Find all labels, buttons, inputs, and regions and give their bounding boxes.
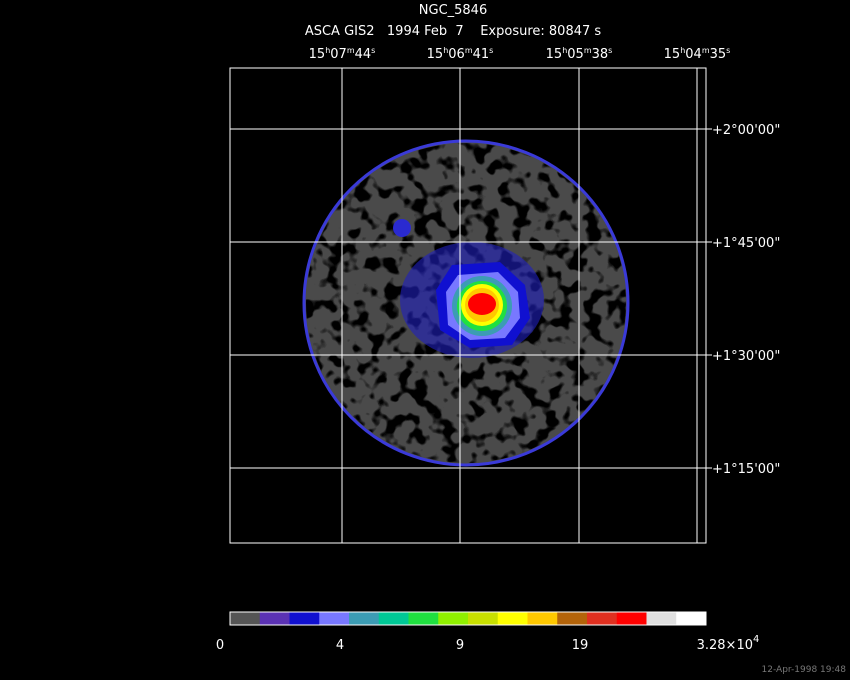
colorbar-swatch <box>408 612 439 625</box>
dec-label: +2°00'00" <box>712 123 780 138</box>
dec-label: +1°30'00" <box>712 349 780 364</box>
footer: 12-Apr-1998 19:48 <box>762 665 847 675</box>
colorbar-swatch <box>616 612 647 625</box>
ra-label: 15h06m41s <box>427 46 494 62</box>
number: 15 <box>427 47 444 62</box>
number: 4 <box>336 638 344 653</box>
subtitle: ASCA GIS2 1994 Feb 7 Exposure: 80847 s <box>305 24 602 39</box>
colorbar-frame <box>229 611 707 626</box>
colorbar-swatch <box>646 612 677 625</box>
colorbar-swatch <box>676 612 707 625</box>
number: 15 <box>546 47 563 62</box>
unit: h <box>443 46 448 55</box>
colorbar-label: 19 <box>572 638 589 653</box>
unit: m <box>347 46 355 55</box>
number: 19 <box>572 638 589 653</box>
unit: s <box>489 46 493 55</box>
colorbar-swatch <box>497 612 528 625</box>
unit: m <box>584 46 592 55</box>
colorbar-swatch <box>557 612 588 625</box>
colorbar-swatch <box>468 612 499 625</box>
unit: s <box>726 46 730 55</box>
number: 41 <box>473 47 490 62</box>
title: NGC_5846 <box>419 3 487 18</box>
core <box>468 293 496 315</box>
colorbar-swatch <box>527 612 558 625</box>
exponent: 4 <box>753 634 759 645</box>
colorbar-label: 4 <box>336 638 344 653</box>
number: 0 <box>216 638 224 653</box>
dec-label: +1°45'00" <box>712 236 780 251</box>
dec-label: +1°15'00" <box>712 462 780 477</box>
number: 05 <box>567 47 584 62</box>
unit: h <box>680 46 685 55</box>
colorbar-swatch <box>230 612 261 625</box>
number: 44 <box>355 47 372 62</box>
unit: m <box>702 46 710 55</box>
unit: m <box>465 46 473 55</box>
frame <box>229 67 707 544</box>
colorbar-label: 0 <box>216 638 224 653</box>
colorbar-swatch <box>319 612 350 625</box>
colorbar-swatch <box>587 612 618 625</box>
unit: h <box>562 46 567 55</box>
colorbar-swatch <box>349 612 380 625</box>
number: 04 <box>685 47 702 62</box>
colorbar-swatch <box>378 612 409 625</box>
colorbar-label: 9 <box>456 638 464 653</box>
colorbar-swatch <box>438 612 469 625</box>
number: 15 <box>664 47 681 62</box>
number: 38 <box>592 47 609 62</box>
colorbar-swatch <box>289 612 320 625</box>
ra-label: 15h04m35s <box>664 46 731 62</box>
source-blob <box>393 219 411 237</box>
colorbar: 0 4 9 19 3.28×104 <box>216 611 760 653</box>
number: 9 <box>456 638 464 653</box>
colorbar-swatch <box>259 612 290 625</box>
number: 3.28×10 <box>697 638 753 653</box>
number: 07 <box>330 47 347 62</box>
grid: 15h07m44s 15h06m41s 15h05m38s 15h04m35s+2°0… <box>230 46 780 543</box>
ra-label: 15h07m44s <box>309 46 376 62</box>
ra-label: 15h05m38s <box>546 46 613 62</box>
unit: s <box>371 46 375 55</box>
unit: h <box>325 46 330 55</box>
number: 35 <box>710 47 727 62</box>
colorbar-label: 3.28×104 <box>697 634 760 653</box>
number: 06 <box>448 47 465 62</box>
number: 15 <box>309 47 326 62</box>
unit: s <box>608 46 612 55</box>
